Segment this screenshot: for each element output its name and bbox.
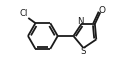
Text: O: O: [99, 6, 106, 15]
Text: N: N: [78, 17, 84, 26]
Text: Cl: Cl: [20, 9, 28, 18]
Text: S: S: [81, 47, 86, 56]
